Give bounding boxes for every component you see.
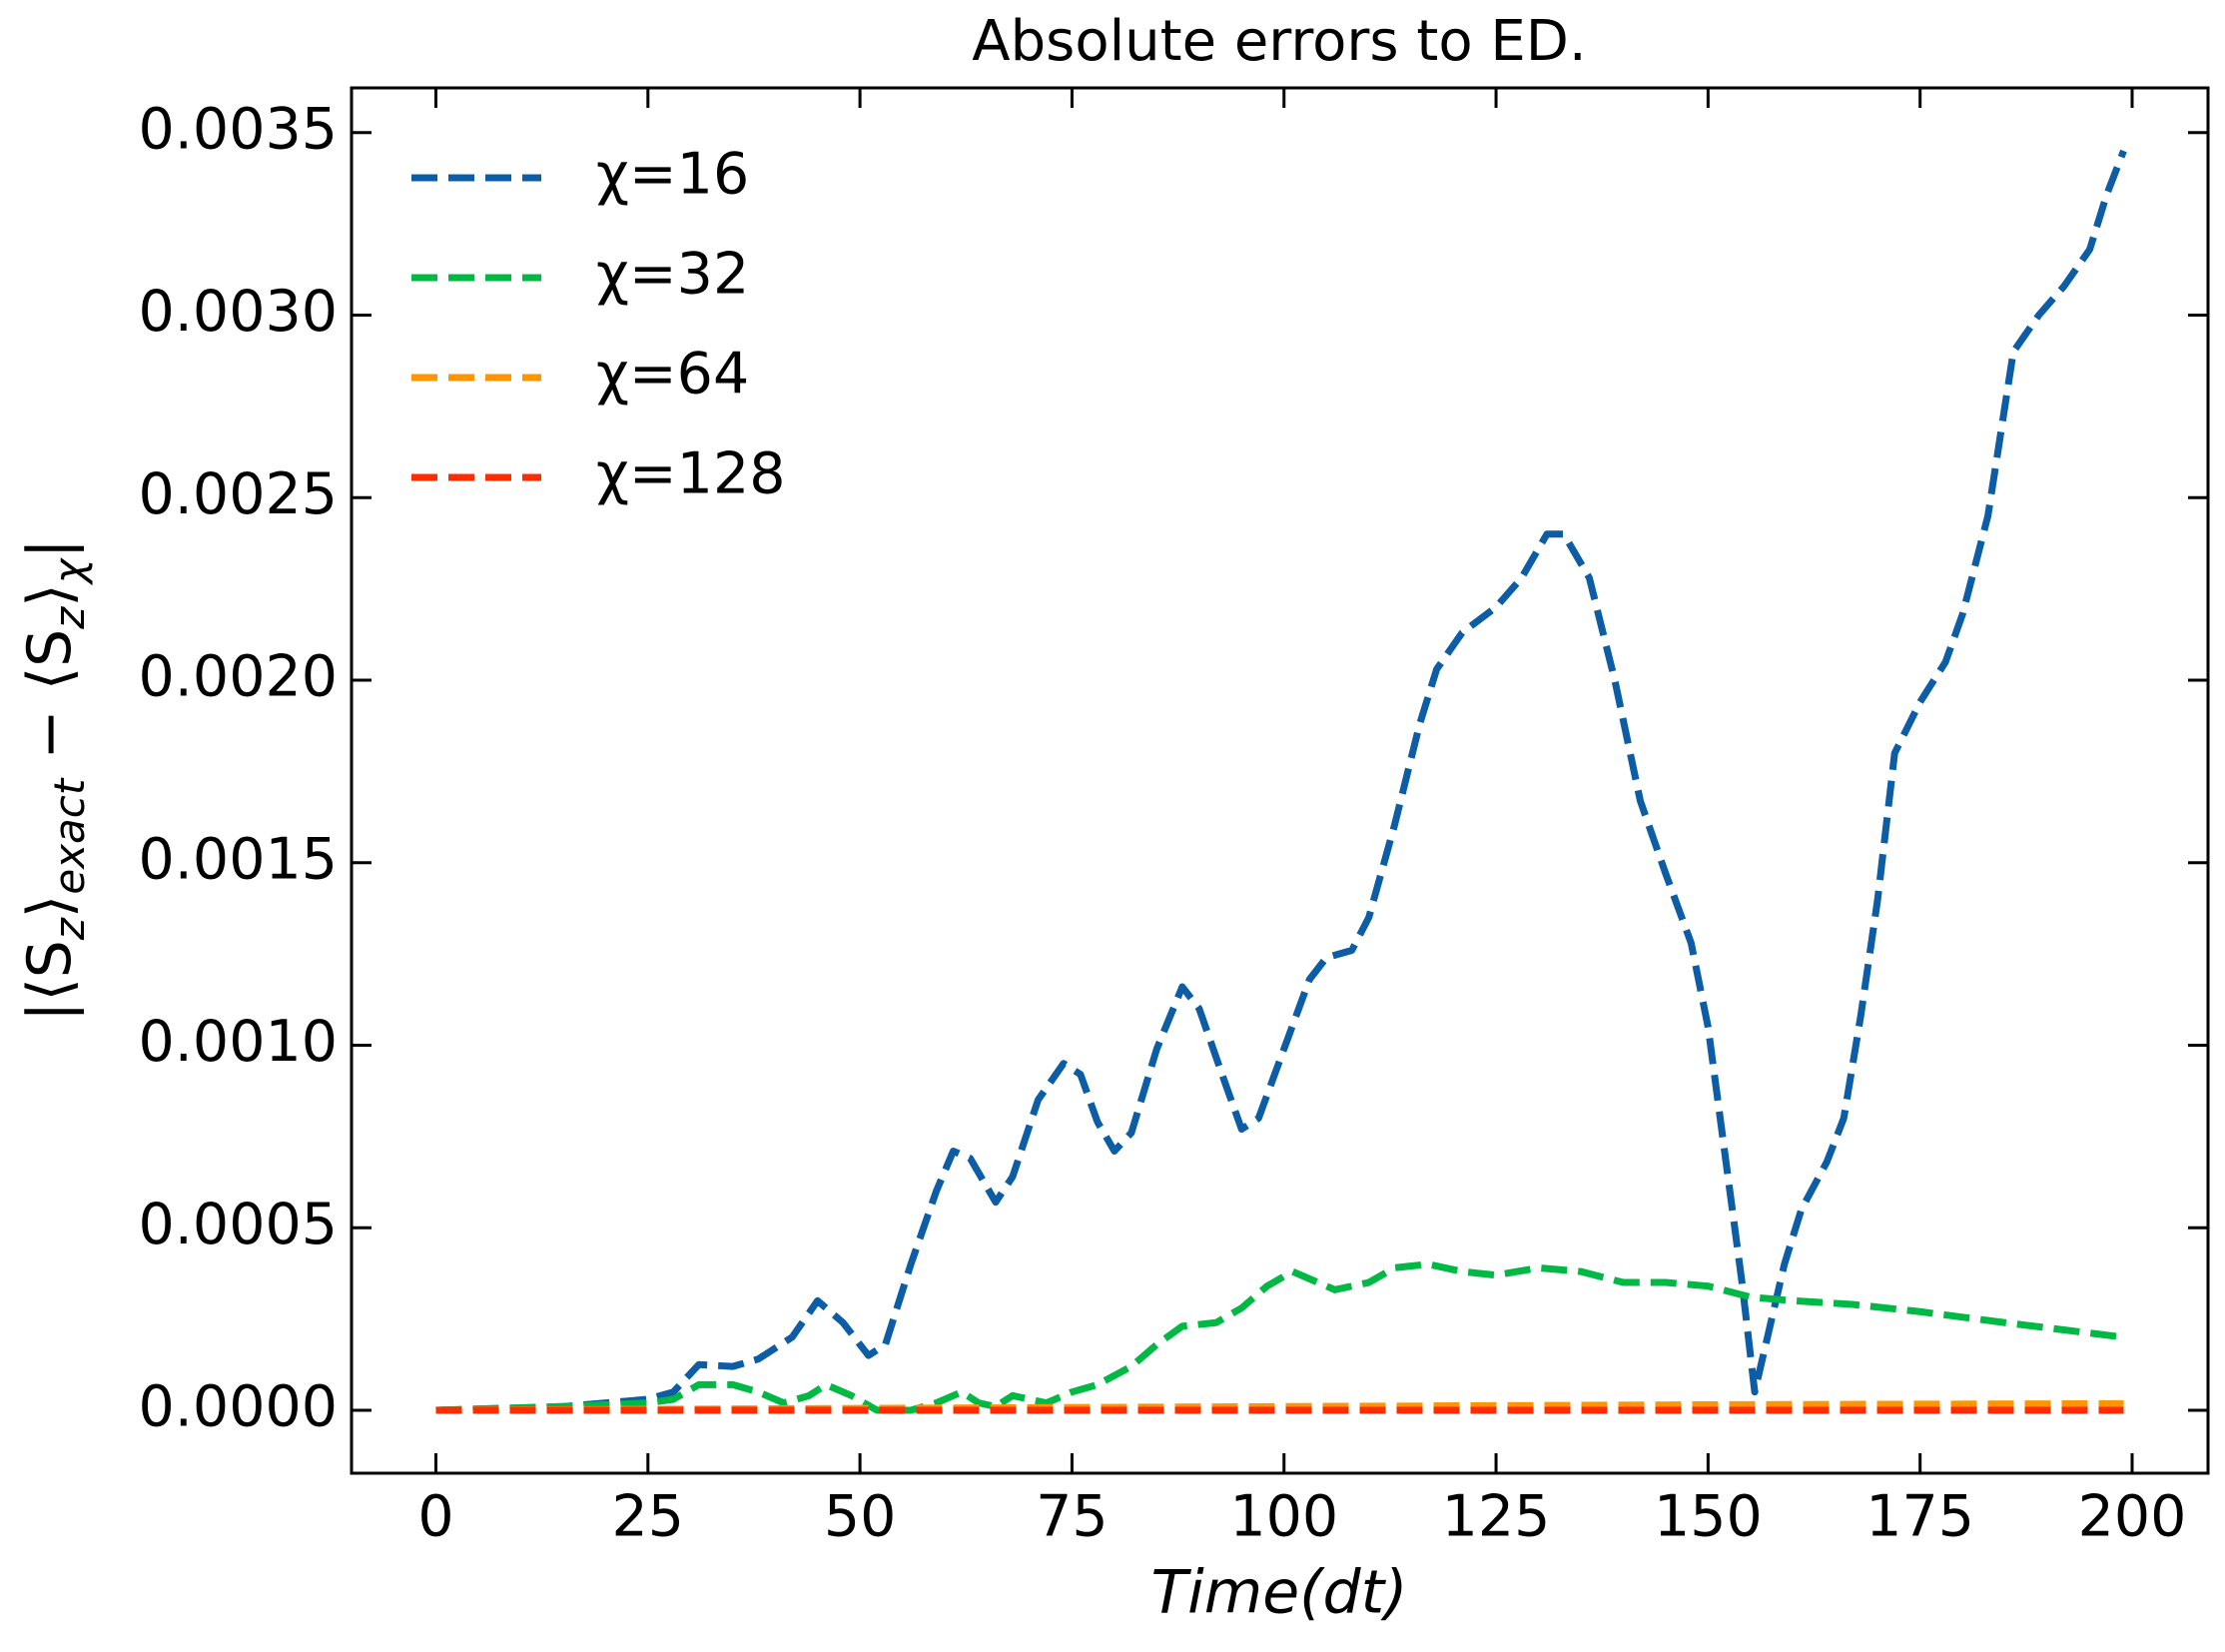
y-tick-label: 0.0000 xyxy=(139,1374,338,1440)
y-axis-label: |⟨Sz⟩exact − ⟨Sz⟩χ| xyxy=(15,538,94,1022)
x-tick-label: 200 xyxy=(2078,1484,2187,1550)
y-tick-label: 0.0035 xyxy=(139,96,338,162)
x-tick-label: 0 xyxy=(417,1484,453,1550)
line-series xyxy=(435,1399,2124,1414)
x-axis-label: Time(dt) xyxy=(1150,1558,1407,1628)
x-tick-label: 150 xyxy=(1654,1484,1763,1550)
x-tick-label: 50 xyxy=(824,1484,897,1550)
y-tick-label: 0.0005 xyxy=(139,1192,338,1257)
chart-title: Absolute errors to ED. xyxy=(972,9,1586,74)
y-label-part: ⟩ xyxy=(15,583,85,606)
y-label-part: χ xyxy=(45,556,94,585)
y-tick-label: 0.0010 xyxy=(139,1009,338,1075)
legend-label: χ=32 xyxy=(596,242,749,308)
y-tick-label: 0.0015 xyxy=(139,826,338,892)
line-series xyxy=(435,149,2127,1414)
y-label-part: ⟩ xyxy=(15,895,85,918)
x-tick-label: 25 xyxy=(612,1484,685,1550)
x-tick-label: 100 xyxy=(1229,1484,1338,1550)
legend-label: χ=16 xyxy=(596,142,749,208)
legend-label: χ=128 xyxy=(596,441,785,507)
y-tick-label: 0.0025 xyxy=(139,461,338,527)
y-label-part: | xyxy=(15,538,85,558)
x-tick-label: 175 xyxy=(1865,1484,1974,1550)
y-label-part: z xyxy=(45,917,94,941)
plot-frame xyxy=(350,86,2210,1475)
y-tick-label: 0.0020 xyxy=(139,644,338,710)
x-tick-label: 75 xyxy=(1036,1484,1109,1550)
y-tick-label: 0.0030 xyxy=(139,279,338,345)
legend-label: χ=64 xyxy=(596,342,749,408)
y-label-part: − ⟨S xyxy=(15,629,85,779)
y-label-part: z xyxy=(45,606,94,630)
x-tick-label: 125 xyxy=(1442,1484,1551,1550)
y-label-part: |⟨S xyxy=(15,940,85,1022)
line-series xyxy=(435,1260,2124,1414)
y-label-part: exact xyxy=(45,777,94,895)
